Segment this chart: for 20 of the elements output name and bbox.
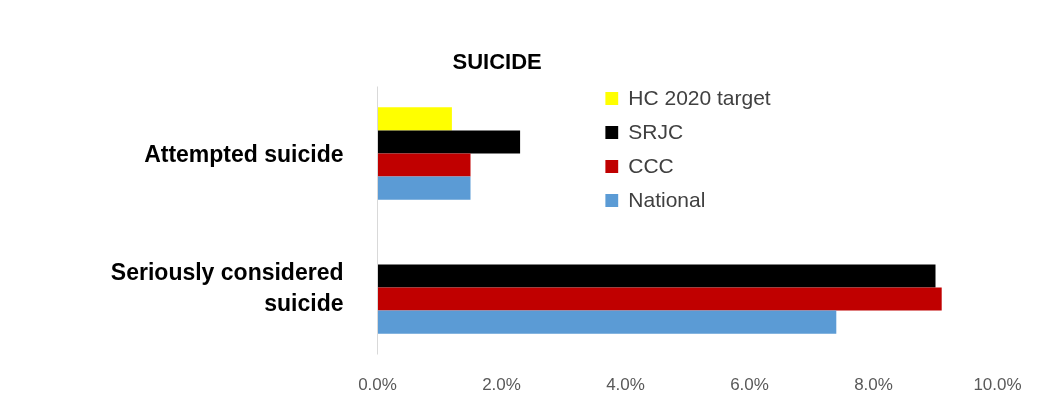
x-tick-label: 2.0% [482, 374, 521, 394]
bar [377, 310, 837, 334]
bar [377, 153, 471, 177]
x-tick-label: 6.0% [730, 374, 769, 394]
x-tick-label: 0.0% [358, 374, 397, 394]
legend-label: SRJC [628, 120, 684, 144]
x-tick-label: 8.0% [854, 374, 893, 394]
bar [377, 107, 452, 131]
legend-label: HC 2020 target [628, 86, 771, 110]
chart-title: SUICIDE [452, 48, 542, 74]
y-tick-label: Seriously considered suicide [110, 258, 344, 317]
bar [377, 264, 936, 288]
x-tick-label: 10.0% [973, 374, 1022, 394]
bar [377, 130, 521, 154]
x-tick-label: 4.0% [606, 374, 645, 394]
bar [377, 176, 471, 200]
bar [377, 287, 942, 311]
y-tick-label: Attempted suicide [144, 140, 344, 167]
legend-label: CCC [628, 154, 674, 178]
legend-label: National [628, 188, 706, 212]
